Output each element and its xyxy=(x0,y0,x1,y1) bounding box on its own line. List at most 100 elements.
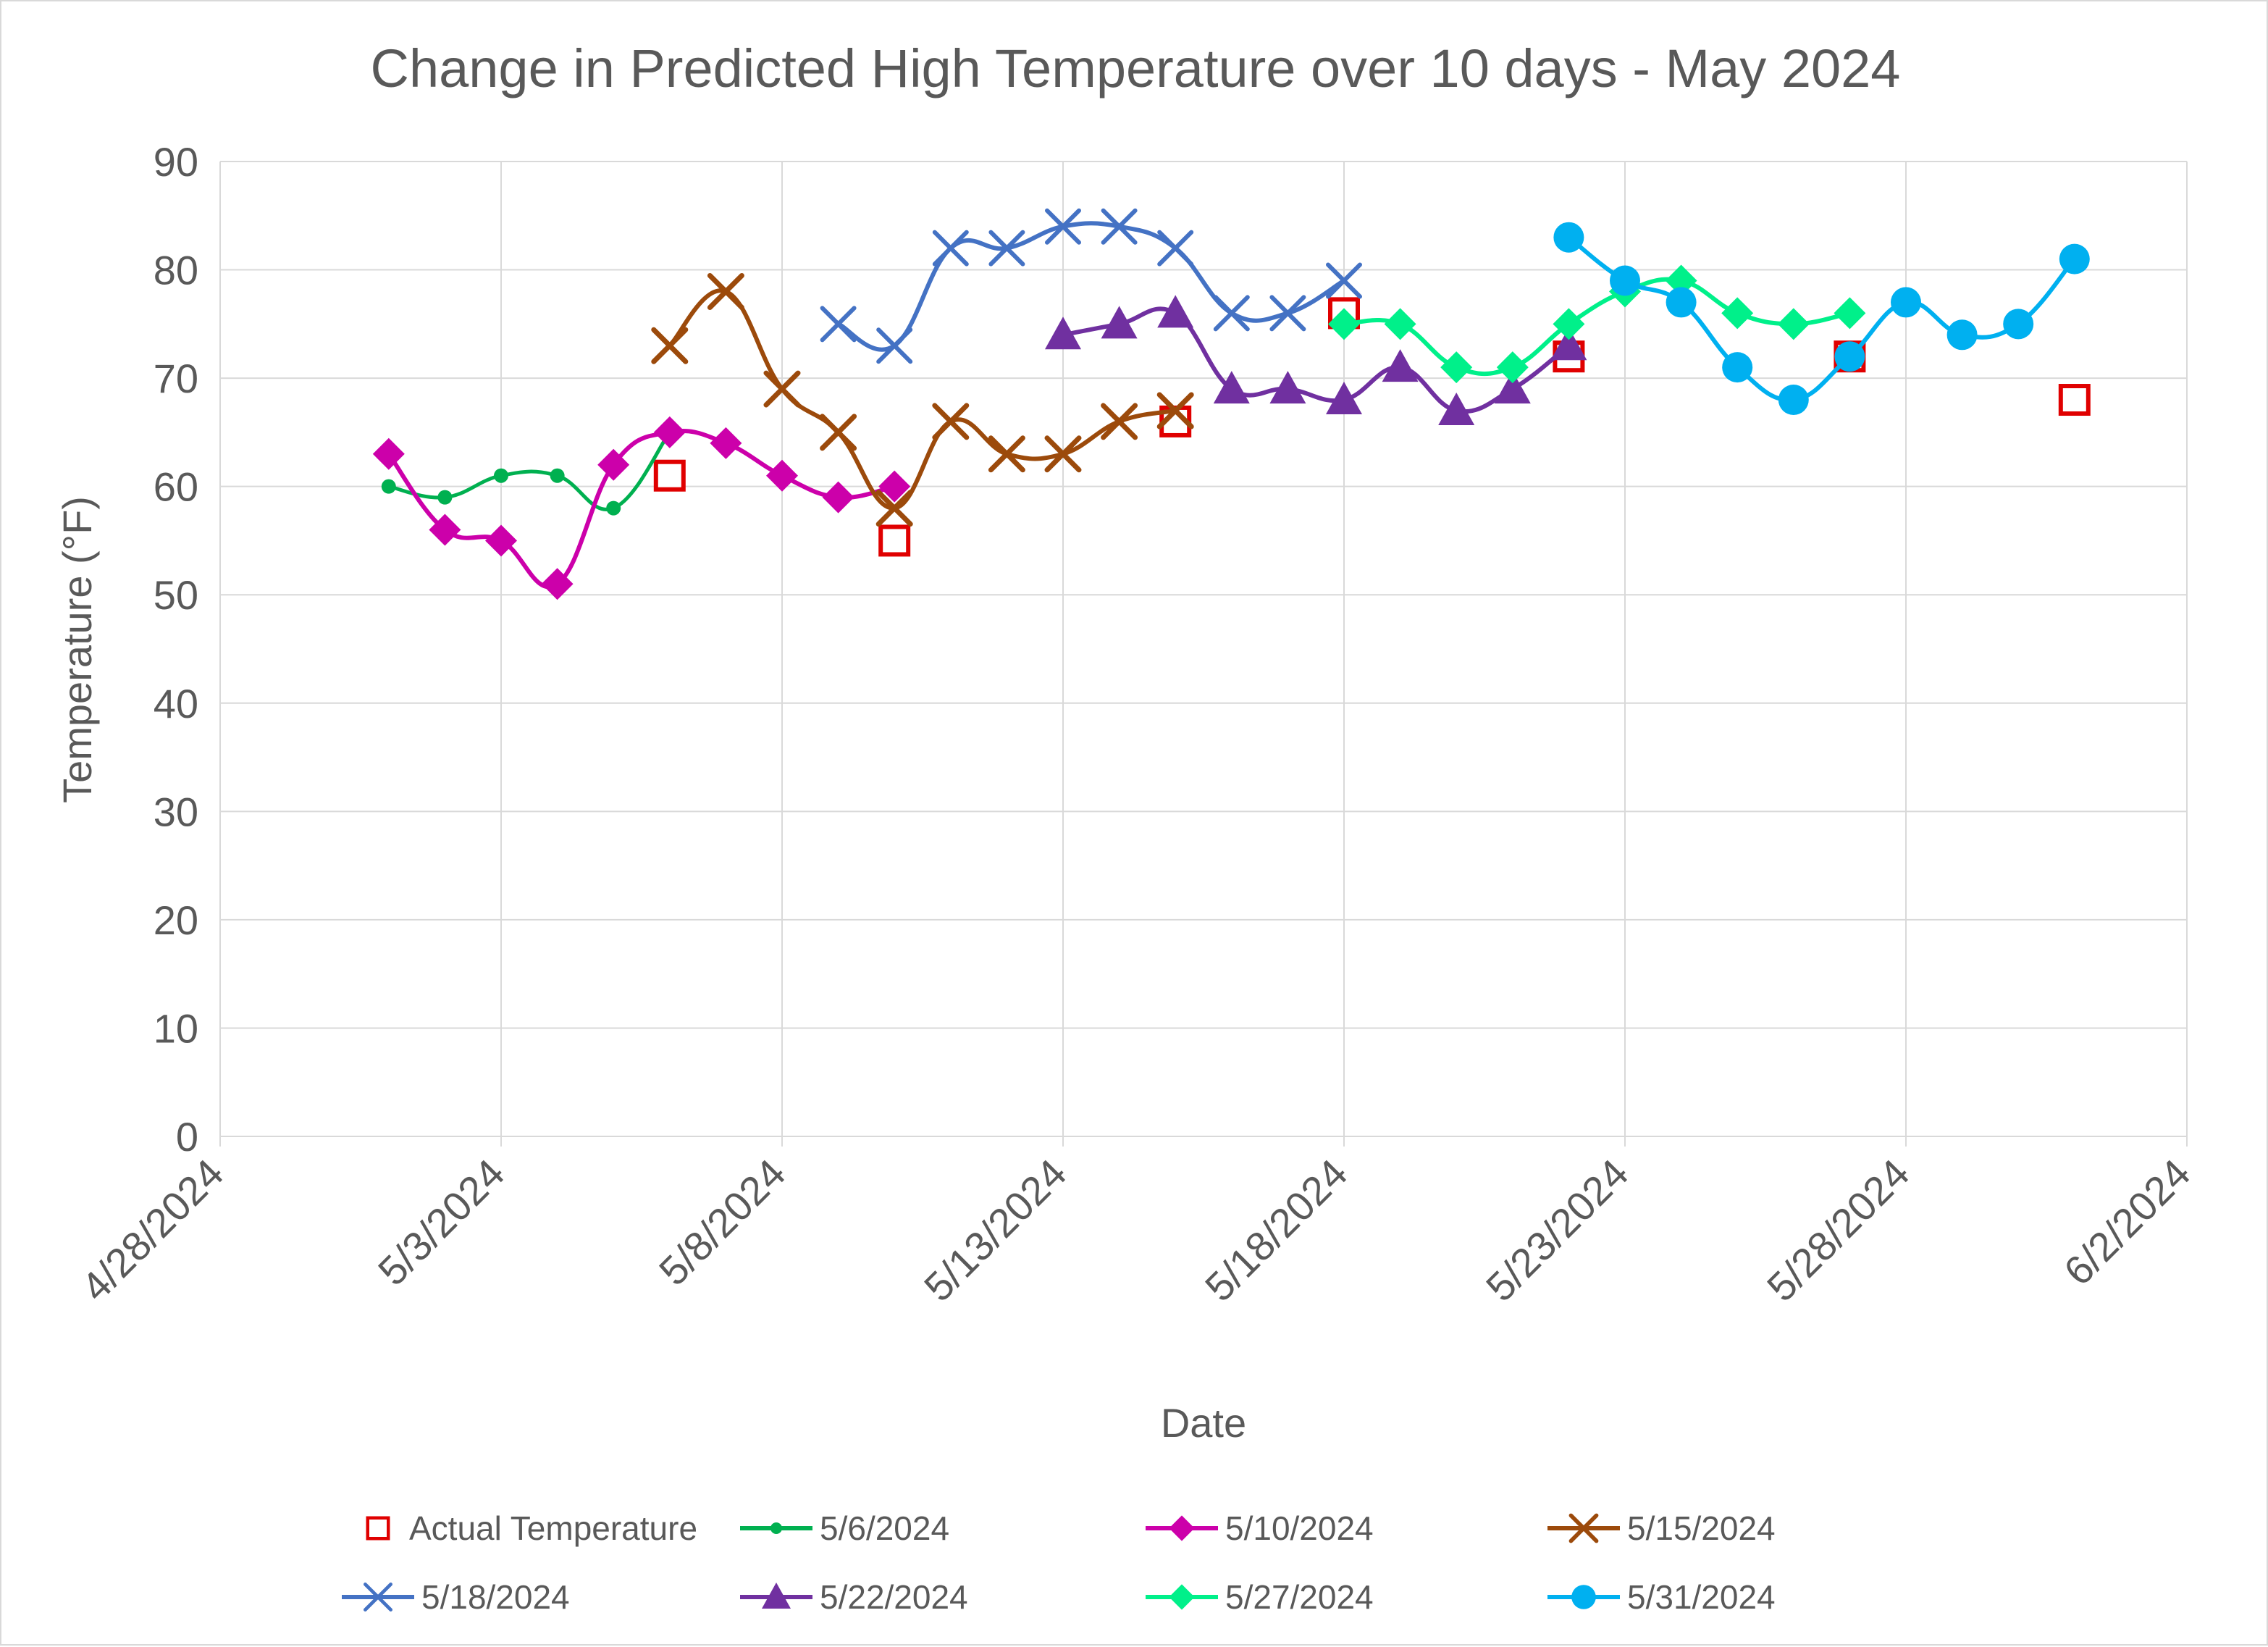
y-tick-label: 40 xyxy=(154,681,198,726)
data-point xyxy=(366,1516,390,1541)
data-point xyxy=(1326,382,1362,415)
legend-item: 5/6/2024 xyxy=(740,1509,949,1547)
series-5-22-2024 xyxy=(1045,295,1587,425)
data-point xyxy=(1550,327,1587,361)
data-point xyxy=(1156,392,1194,429)
data-point xyxy=(1101,403,1138,440)
legend-label: 5/6/2024 xyxy=(820,1509,949,1547)
x-tick-label: 6/2/2024 xyxy=(2055,1150,2199,1294)
data-point xyxy=(429,514,461,546)
x-tick-label: 5/3/2024 xyxy=(369,1150,513,1294)
legend-label: 5/22/2024 xyxy=(820,1578,968,1616)
y-tick-label: 20 xyxy=(154,897,198,943)
data-point xyxy=(932,230,969,267)
legend-item: 5/22/2024 xyxy=(740,1578,968,1616)
legend-item: 5/27/2024 xyxy=(1146,1578,1374,1616)
data-point xyxy=(1213,371,1250,404)
data-point xyxy=(1610,265,1640,296)
data-point xyxy=(381,479,396,494)
data-point xyxy=(1553,308,1585,340)
data-point xyxy=(1157,230,1194,267)
series-line xyxy=(836,221,1346,352)
data-point xyxy=(1326,262,1362,299)
x-tick-label: 5/23/2024 xyxy=(1477,1150,1637,1310)
data-point xyxy=(550,468,565,483)
data-point xyxy=(606,500,621,516)
y-tick-label: 70 xyxy=(154,356,198,401)
data-point xyxy=(1946,319,1978,351)
data-point xyxy=(1834,341,1865,372)
series-5-18-2024 xyxy=(820,208,1362,364)
data-point xyxy=(437,490,453,505)
legend-label: 5/18/2024 xyxy=(421,1578,570,1616)
y-tick-label: 80 xyxy=(154,248,198,293)
data-point xyxy=(988,435,1025,473)
data-point xyxy=(1045,208,1081,245)
data-point xyxy=(1044,435,1082,473)
x-tick-label: 4/28/2024 xyxy=(72,1150,232,1310)
data-point xyxy=(1571,1585,1596,1609)
legend-label: 5/27/2024 xyxy=(1225,1578,1374,1616)
data-point xyxy=(1553,222,1584,253)
data-point xyxy=(988,230,1025,267)
data-point xyxy=(1438,392,1475,425)
data-point xyxy=(1101,208,1138,245)
data-point xyxy=(766,459,798,492)
x-tick-label: 5/18/2024 xyxy=(1196,1150,1356,1310)
legend-label: 5/31/2024 xyxy=(1627,1578,1776,1616)
data-point xyxy=(820,306,857,343)
y-tick-label: 60 xyxy=(154,464,198,510)
data-point xyxy=(707,272,744,310)
legend-item: 5/31/2024 xyxy=(1547,1578,1776,1616)
data-point xyxy=(1382,349,1419,382)
data-point xyxy=(597,448,630,481)
data-point xyxy=(1328,308,1360,340)
data-point xyxy=(1169,1515,1195,1541)
data-point xyxy=(932,403,970,440)
x-tick-label: 5/8/2024 xyxy=(650,1150,794,1294)
y-axis-ticks: 0 10 20 30 40 50 60 70 80 90 xyxy=(154,139,198,1160)
data-point xyxy=(878,470,911,503)
data-point xyxy=(372,437,405,470)
y-tick-label: 90 xyxy=(154,139,198,185)
y-tick-label: 10 xyxy=(154,1005,198,1051)
series-line xyxy=(667,288,1178,511)
data-point xyxy=(762,1583,791,1609)
data-point xyxy=(878,524,911,557)
data-point xyxy=(1045,317,1081,350)
y-axis-title: Temperature (°F) xyxy=(54,496,100,803)
data-point xyxy=(1101,306,1138,339)
data-point xyxy=(1269,371,1306,404)
series-line xyxy=(1342,277,1852,377)
data-point xyxy=(1494,371,1531,404)
series-line xyxy=(1061,306,1571,414)
data-point xyxy=(653,459,686,492)
data-point xyxy=(1568,1513,1599,1543)
series-5-10-2024 xyxy=(372,416,911,600)
data-point xyxy=(653,416,686,448)
data-point xyxy=(651,327,689,364)
data-point xyxy=(1722,352,1753,383)
legend-item: 5/15/2024 xyxy=(1547,1509,1776,1547)
series-5-31-2024 xyxy=(1553,222,2090,416)
y-tick-label: 0 xyxy=(176,1114,198,1160)
series-actual-temperature xyxy=(653,297,2091,557)
data-point xyxy=(1157,295,1194,328)
data-point xyxy=(2059,243,2090,274)
legend-label: 5/10/2024 xyxy=(1225,1509,1374,1547)
x-axis-title: Date xyxy=(1161,1400,1246,1446)
data-point xyxy=(1269,295,1306,332)
data-point xyxy=(364,1583,392,1612)
data-point xyxy=(763,370,801,408)
data-point xyxy=(494,468,508,483)
data-point xyxy=(875,490,913,527)
data-point xyxy=(1213,295,1250,332)
data-point xyxy=(822,481,854,514)
x-tick-label: 5/13/2024 xyxy=(915,1150,1075,1310)
legend-item: Actual Temperature xyxy=(366,1509,697,1547)
data-point xyxy=(1778,385,1809,416)
data-point xyxy=(1834,297,1866,330)
legend-item: 5/18/2024 xyxy=(342,1578,570,1616)
data-point xyxy=(1384,308,1416,340)
